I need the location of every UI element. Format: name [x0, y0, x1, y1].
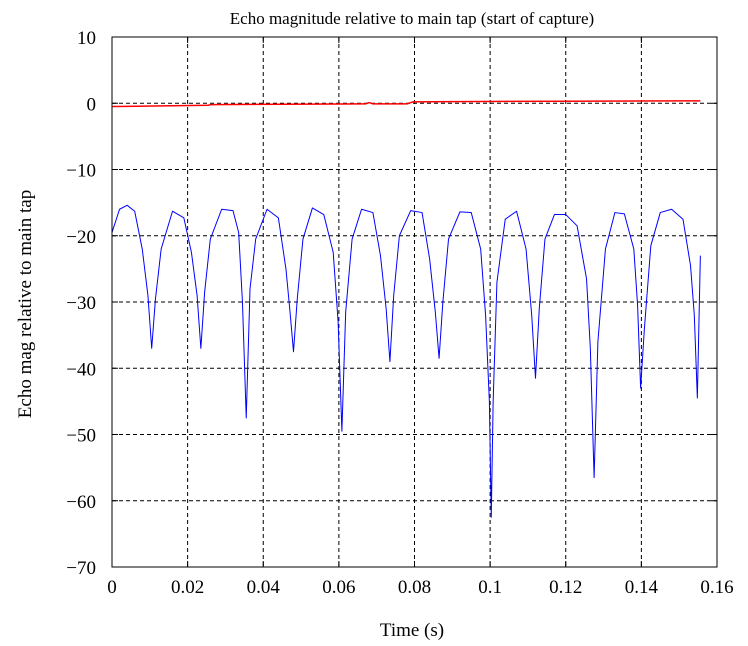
x-axis-label: Time (s)	[380, 620, 444, 641]
y-tick-label: −40	[66, 359, 96, 380]
x-tick-label: 0.06	[322, 577, 355, 598]
axis-ticks: 0 0.02 0.04 0.06 0.08 0.1 0.12 0.14 0.16 10 0 −10 −2…	[66, 28, 733, 598]
y-tick-label: −20	[66, 227, 96, 248]
x-tick-label: 0.12	[549, 577, 582, 598]
x-tick-label: 0.02	[171, 577, 204, 598]
plot-series	[111, 100, 701, 518]
y-tick-label: 0	[87, 94, 97, 115]
y-tick-label: −10	[66, 161, 96, 182]
x-tick-label: 0.1	[478, 577, 502, 598]
y-tick-label: −70	[66, 558, 96, 579]
y-tick-label: −60	[66, 492, 96, 513]
x-tick-label: 0.14	[625, 577, 659, 598]
chart-title: Echo magnitude relative to main tap (sta…	[230, 9, 594, 28]
y-axis-label: Echo mag relative to main tap	[15, 190, 36, 418]
grid-lines	[112, 37, 717, 567]
x-tick-label: 0.16	[700, 577, 733, 598]
y-tick-label: −30	[66, 293, 96, 314]
x-tick-label: 0.08	[398, 577, 431, 598]
series-line-1	[111, 204, 701, 518]
y-tick-label: 10	[77, 28, 96, 49]
y-tick-label: −50	[66, 426, 96, 447]
x-tick-label: 0.04	[247, 577, 281, 598]
series-line-2	[111, 100, 701, 108]
x-tick-label: 0	[107, 577, 117, 598]
